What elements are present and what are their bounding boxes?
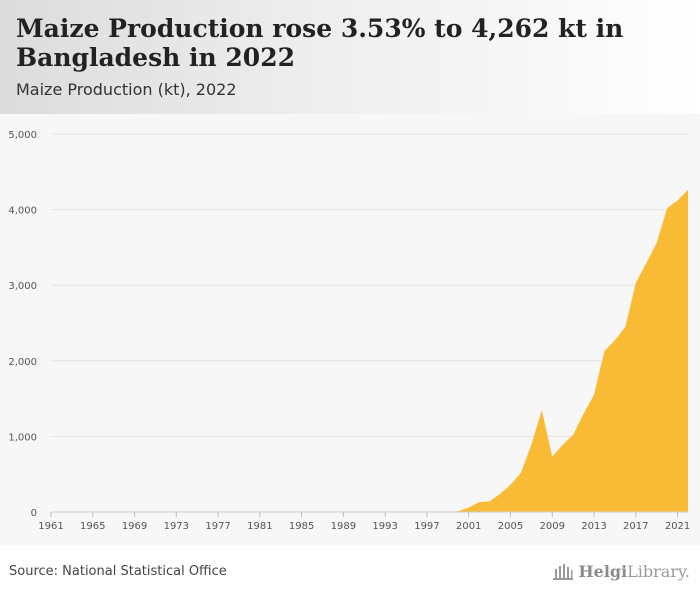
x-axis-labels: 1961 1965 1969 1973 1977 1981 1985 1989 1993 1997… bbox=[38, 521, 690, 532]
chart-subtitle: Maize Production (kt), 2022 bbox=[16, 80, 237, 99]
y-tick-label: 0 bbox=[31, 508, 37, 519]
x-tick-label: 1969 bbox=[122, 521, 147, 532]
x-axis bbox=[50, 511, 688, 517]
x-tick-label: 2017 bbox=[623, 521, 648, 532]
y-tick-label: 1,000 bbox=[8, 432, 37, 443]
x-tick-label: 2009 bbox=[540, 521, 565, 532]
logo-strong: Helgi bbox=[578, 561, 628, 581]
helgi-library-logo: HelgiLibrary. bbox=[552, 559, 690, 583]
x-tick-label: 2021 bbox=[665, 521, 690, 532]
area-series bbox=[51, 189, 688, 512]
x-tick-label: 1993 bbox=[372, 521, 397, 532]
grid-lines bbox=[51, 133, 688, 437]
footer: Source: National Statistical Office Helg… bbox=[0, 545, 700, 596]
x-tick-label: 1981 bbox=[247, 521, 272, 532]
x-tick-label: 1973 bbox=[164, 521, 189, 532]
library-building-icon bbox=[552, 564, 573, 580]
chart-area: 0 1,000 2,000 3,000 4,000 5,000 1961 1965 1969 1… bbox=[0, 114, 700, 545]
header: Maize Production rose 3.53% to 4,262 kt … bbox=[0, 0, 700, 114]
x-tick-label: 1989 bbox=[331, 521, 356, 532]
x-tick-label: 2013 bbox=[581, 521, 606, 532]
x-tick-label: 1977 bbox=[205, 521, 230, 532]
x-tick-label: 1997 bbox=[414, 521, 439, 532]
logo-rest: Library. bbox=[627, 561, 690, 581]
x-tick-label: 2001 bbox=[456, 521, 481, 532]
page-title: Maize Production rose 3.53% to 4,262 kt … bbox=[16, 14, 624, 72]
x-tick-label: 1961 bbox=[38, 521, 63, 532]
x-tick-label: 1965 bbox=[80, 521, 105, 532]
y-tick-label: 4,000 bbox=[8, 206, 37, 217]
x-tick-label: 2005 bbox=[498, 521, 523, 532]
y-tick-label: 2,000 bbox=[8, 357, 37, 368]
source-note: Source: National Statistical Office bbox=[9, 564, 227, 579]
y-tick-label: 3,000 bbox=[8, 281, 37, 292]
y-tick-label: 5,000 bbox=[8, 130, 37, 141]
x-tick-label: 1985 bbox=[289, 521, 314, 532]
area-fill bbox=[51, 189, 688, 512]
y-axis-labels: 0 1,000 2,000 3,000 4,000 5,000 bbox=[8, 130, 37, 519]
